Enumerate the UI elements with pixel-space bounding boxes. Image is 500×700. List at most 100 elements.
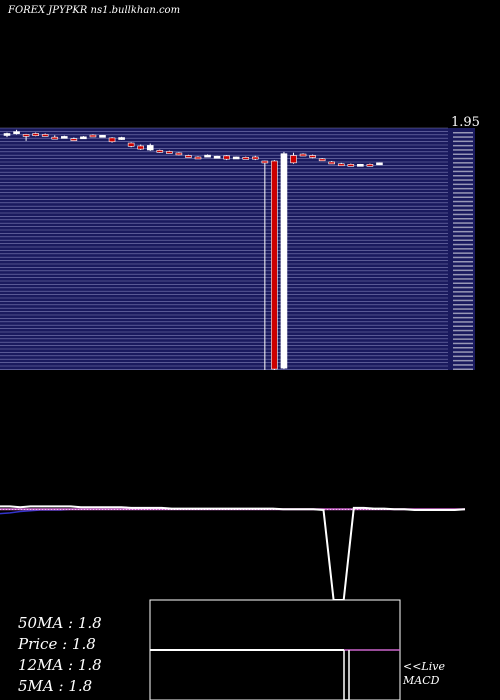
candle-body	[232, 156, 240, 160]
price-axis-tick-label	[453, 291, 473, 293]
macd-live-label: <<Live	[403, 660, 445, 673]
price-axis-tick-label	[453, 157, 473, 160]
price-axis-tick-label	[453, 347, 473, 349]
chart-title: FOREX JPYPKR ns1.bullkhan.com	[8, 5, 181, 16]
price-axis-tick-label	[453, 248, 473, 250]
price-axis-tick-label	[453, 144, 473, 147]
price-axis-tick-label	[453, 359, 473, 362]
macd-name-label: MACD	[403, 674, 440, 687]
candle-body	[366, 164, 374, 167]
candle-body	[99, 135, 106, 138]
price-axis-tick-label	[453, 295, 473, 297]
price-axis-tick-label	[453, 230, 473, 233]
price-axis-tick-label	[453, 226, 473, 229]
candle-body	[137, 145, 144, 150]
price-axis-tick-label	[453, 329, 473, 332]
price-axis-tick-label	[453, 256, 473, 259]
candle-body	[32, 133, 39, 137]
price-axis-tick-label	[453, 269, 473, 272]
price-axis-tick-label	[453, 243, 473, 246]
price-axis-tick-label	[453, 162, 473, 164]
macd-line	[0, 505, 466, 601]
price-axis-tick-label	[453, 304, 473, 306]
price-axis-tick-label	[453, 205, 473, 207]
candle-body	[194, 156, 202, 160]
price-axis-tick-label	[453, 187, 473, 190]
price-axis-tick-label	[453, 338, 473, 340]
stat-12ma: 12MA : 1.8	[18, 656, 102, 674]
candle-body	[376, 162, 383, 166]
candle-body	[213, 155, 221, 159]
price-axis-tick-label	[453, 312, 473, 315]
price-axis-tick-label	[453, 286, 473, 289]
candle-body	[271, 160, 278, 370]
candle-body	[3, 133, 11, 136]
candle-body	[70, 138, 78, 141]
candle-body	[166, 151, 173, 154]
candle-body	[261, 160, 269, 164]
candle-body	[51, 136, 59, 140]
price-axis-tick-label	[453, 196, 473, 198]
candle-body	[280, 153, 288, 369]
candle-body	[127, 142, 135, 147]
candle-body	[146, 145, 154, 151]
price-axis-tick-label	[453, 170, 473, 173]
price-axis-tick-label	[453, 239, 473, 241]
price-axis-tick-label	[453, 321, 473, 323]
candle-body	[175, 152, 183, 156]
price-axis-tick-label	[453, 355, 473, 358]
price-axis-tick-label	[453, 334, 473, 336]
candle-body	[41, 134, 49, 137]
price-axis-tick-label	[453, 192, 473, 194]
candle-body	[13, 131, 20, 134]
candle-body	[318, 158, 326, 162]
price-axis-tick-label	[453, 166, 473, 168]
price-axis-tick-label	[453, 175, 473, 177]
price-axis-tick-label	[453, 265, 473, 267]
price-axis-tick-label	[453, 222, 473, 224]
candle-body	[328, 161, 336, 165]
price-axis-tick-label	[453, 140, 473, 143]
price-axis-tick-label	[453, 364, 473, 366]
candle-body	[299, 153, 307, 157]
stat-50ma: 50MA : 1.8	[18, 614, 102, 632]
candle-body	[223, 155, 230, 160]
price-axis-tick-label	[453, 299, 473, 302]
price-axis-tick-label	[453, 213, 473, 216]
price-axis-tick-label	[453, 179, 473, 181]
price-panel-bg	[0, 128, 448, 370]
price-axis-tick-label	[453, 136, 473, 138]
candle-body	[118, 137, 125, 140]
price-axis-tick-label	[453, 132, 473, 134]
price-axis-tick-label	[453, 278, 473, 280]
price-axis-tick-label	[453, 149, 473, 151]
macd-histogram-spike	[343, 650, 350, 700]
price-axis-tick-label	[453, 368, 473, 370]
stat-price: Price : 1.8	[18, 635, 96, 653]
price-axis-tick-label	[453, 235, 473, 237]
price-axis-tick-label	[453, 308, 473, 310]
price-axis-tick-label	[453, 282, 473, 284]
candle-body	[89, 134, 97, 138]
price-axis-tick-label	[453, 183, 473, 186]
price-axis-tick-label	[453, 209, 473, 211]
stat-5ma: 5MA : 1.8	[18, 677, 93, 695]
candle-body	[185, 155, 192, 158]
candle-body	[22, 134, 30, 137]
candle-body	[252, 156, 259, 160]
candle-body	[204, 154, 211, 158]
price-axis-tick-label	[453, 325, 473, 327]
candle-body	[108, 137, 116, 143]
candle-body	[60, 136, 68, 139]
price-axis-tick-label	[453, 200, 473, 203]
price-axis-tick-label	[453, 273, 473, 276]
candle-body	[80, 136, 87, 140]
candle-body	[337, 163, 345, 167]
price-axis-tick-label	[453, 153, 473, 155]
candle-body	[309, 155, 316, 158]
candle-body	[290, 155, 297, 164]
price-axis-tick-label	[453, 342, 473, 345]
price-axis-tick-label	[453, 252, 473, 254]
price-axis-top-label: 1.95	[451, 115, 480, 130]
